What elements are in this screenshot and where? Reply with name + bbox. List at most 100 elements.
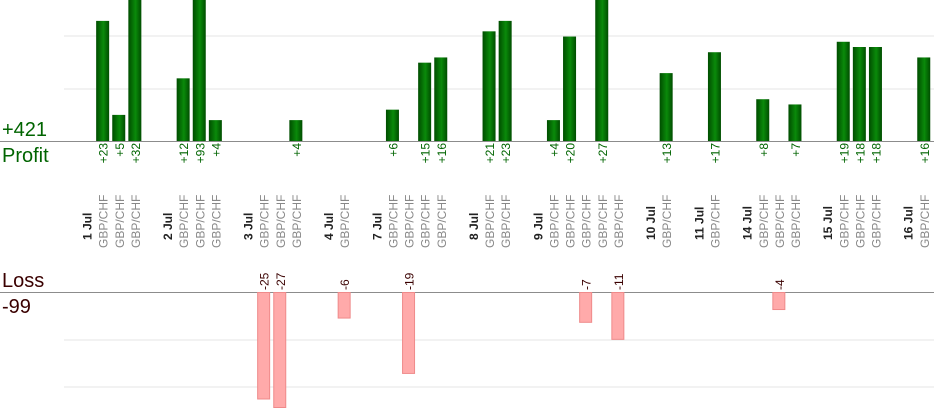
profit-value-label: +12 — [177, 143, 191, 164]
profit-label: Profit — [2, 145, 49, 167]
profit-bar — [498, 20, 512, 142]
loss-value-label: -11 — [612, 273, 626, 290]
profit-value-label: +13 — [660, 143, 674, 164]
profit-value-label: +21 — [483, 143, 497, 164]
date-label: 10 Jul — [644, 206, 658, 240]
profit-value-label: +7 — [789, 143, 803, 157]
profit-value-label: +4 — [547, 143, 561, 157]
loss-value-label: -4 — [773, 279, 787, 290]
loss-value-label: -25 — [258, 272, 272, 290]
symbol-label: GBP/CHF — [403, 195, 417, 248]
symbol-label: GBP/CHF — [773, 195, 787, 248]
profit-value-label: +4 — [290, 143, 304, 157]
profit-bar — [434, 57, 448, 141]
loss-value-label: -6 — [338, 279, 352, 290]
date-label: 1 Jul — [81, 213, 95, 240]
date-label: 8 Jul — [467, 213, 481, 240]
symbol-label: GBP/CHF — [547, 195, 561, 248]
loss-bar — [273, 292, 287, 408]
date-label: 3 Jul — [242, 213, 256, 240]
profit-value-label: +6 — [386, 143, 400, 157]
loss-bar — [257, 292, 271, 400]
symbol-label: GBP/CHF — [837, 195, 851, 248]
date-label: 7 Jul — [370, 213, 384, 240]
profit-bar — [868, 47, 882, 141]
date-label: 11 Jul — [692, 207, 706, 240]
date-label: 16 Jul — [902, 206, 916, 240]
profit-bar — [852, 47, 866, 141]
profit-bar — [595, 0, 609, 141]
loss-label: Loss — [2, 270, 45, 292]
symbol-label: GBP/CHF — [869, 195, 883, 248]
loss-bar — [579, 292, 593, 323]
profit-bar — [482, 31, 496, 141]
grid-lines — [0, 35, 934, 388]
profit-bar — [176, 78, 190, 141]
profit-value-label: +17 — [708, 143, 722, 164]
date-label: 15 Jul — [821, 206, 835, 240]
symbol-label: GBP/CHF — [853, 195, 867, 248]
profit-value-label: +15 — [419, 143, 433, 164]
loss-bar — [772, 292, 786, 311]
profit-bar — [385, 109, 399, 141]
profit-bar — [563, 36, 577, 141]
loss-bar — [611, 292, 625, 340]
symbol-label: GBP/CHF — [338, 195, 352, 248]
profit-value-label: +23 — [97, 143, 111, 164]
profit-bar — [96, 20, 110, 142]
symbol-label: GBP/CHF — [129, 195, 143, 248]
symbol-label: GBP/CHF — [97, 195, 111, 248]
profit-value-label: +16 — [435, 143, 449, 164]
profit-bar — [128, 0, 142, 141]
symbol-label: GBP/CHF — [918, 195, 932, 248]
loss-value-label: -19 — [403, 272, 417, 290]
loss-value-label: -7 — [580, 279, 594, 290]
symbol-label: GBP/CHF — [113, 195, 127, 248]
profit-bar — [659, 73, 673, 141]
loss-total: -99 — [2, 296, 31, 318]
profit-bar — [418, 62, 432, 141]
loss-value-label: -27 — [274, 272, 288, 290]
symbol-label: GBP/CHF — [757, 195, 771, 248]
symbol-label: GBP/CHF — [660, 195, 674, 248]
symbol-label: GBP/CHF — [499, 195, 513, 248]
symbol-label: GBP/CHF — [419, 195, 433, 248]
symbol-label: GBP/CHF — [435, 195, 449, 248]
profit-value-label: +16 — [918, 143, 932, 164]
profit-value-label: +93 — [193, 143, 207, 164]
profit-bar — [788, 104, 802, 141]
date-label: 2 Jul — [161, 213, 175, 240]
date-label: 14 Jul — [741, 206, 755, 240]
symbol-label: GBP/CHF — [708, 195, 722, 248]
loss-bar — [402, 292, 416, 374]
symbol-label: GBP/CHF — [789, 195, 803, 248]
profit-value-label: +20 — [564, 143, 578, 164]
profit-value-label: +19 — [837, 143, 851, 164]
symbol-label: GBP/CHF — [177, 195, 191, 248]
profit-bar — [546, 120, 560, 141]
profit-value-label: +32 — [129, 143, 143, 164]
symbol-label: GBP/CHF — [580, 195, 594, 248]
profit-bar — [192, 0, 206, 141]
symbol-label: GBP/CHF — [612, 195, 626, 248]
date-label: 9 Jul — [531, 213, 545, 240]
symbol-label: GBP/CHF — [386, 195, 400, 248]
symbol-label: GBP/CHF — [564, 195, 578, 248]
loss-bar — [337, 292, 351, 319]
profit-value-label: +18 — [853, 143, 867, 164]
symbol-label: GBP/CHF — [209, 195, 223, 248]
symbol-label: GBP/CHF — [483, 195, 497, 248]
symbol-label: GBP/CHF — [258, 195, 272, 248]
profit-total: +421 — [2, 119, 48, 141]
profit-value-label: +27 — [596, 143, 610, 164]
profit-value-label: +4 — [209, 143, 223, 157]
symbol-label: GBP/CHF — [290, 195, 304, 248]
profit-bar — [707, 52, 721, 141]
profit-bar — [917, 57, 931, 141]
profit-value-label: +8 — [757, 143, 771, 157]
profit-value-label: +18 — [869, 143, 883, 164]
profit-value-label: +23 — [499, 143, 513, 164]
symbol-label: GBP/CHF — [274, 195, 288, 248]
profit-bar — [289, 120, 303, 141]
